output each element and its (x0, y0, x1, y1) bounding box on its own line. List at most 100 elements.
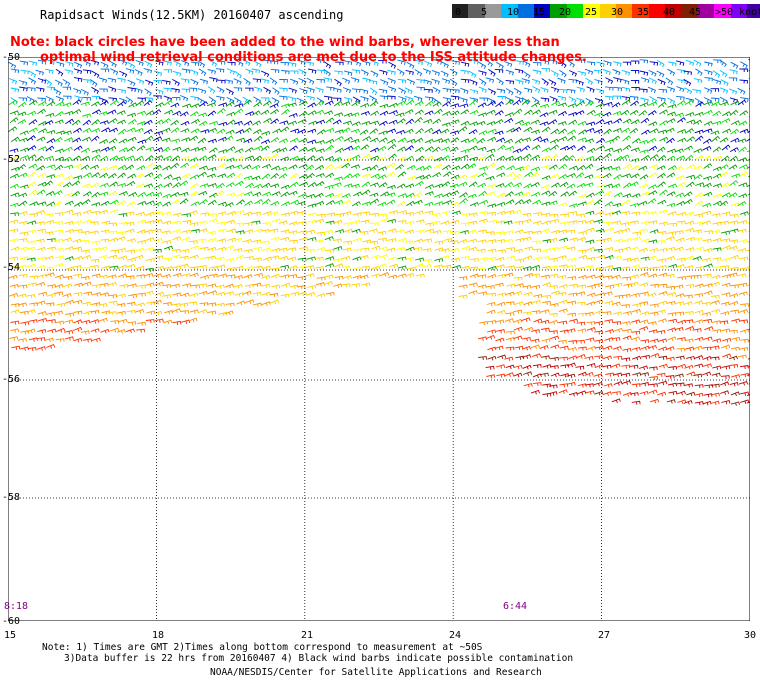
wind-barb (611, 398, 621, 404)
wind-barb (333, 100, 343, 107)
legend-swatch (714, 4, 731, 18)
footnote-line3: NOAA/NESDIS/Center for Satellite Applica… (210, 667, 542, 678)
wind-barb (26, 240, 36, 245)
wind-barb (611, 210, 622, 215)
wind-barb (469, 156, 479, 162)
wind-barb (153, 192, 163, 197)
wind-barb (424, 88, 433, 93)
wind-barb (629, 181, 639, 187)
wind-barb (405, 256, 415, 262)
wind-barb (631, 211, 641, 216)
wind-barb (550, 86, 560, 93)
wind-barb (314, 192, 324, 198)
wind-barb (695, 266, 705, 271)
wind-barb (370, 60, 379, 67)
wind-barb (397, 59, 406, 66)
wind-barb (495, 231, 505, 236)
wind-barb (665, 346, 675, 351)
wind-barb (494, 110, 504, 116)
wind-barb (513, 108, 523, 115)
wind-barb (18, 137, 28, 143)
wind-barb (180, 78, 190, 84)
wind-barb (666, 301, 676, 306)
wind-barb (290, 128, 300, 134)
wind-barb (657, 97, 666, 102)
wind-barb (495, 319, 505, 324)
wind-barb (350, 164, 361, 169)
wind-barb (209, 77, 218, 83)
wind-barb (36, 346, 46, 351)
wind-barb (668, 365, 678, 370)
wind-barb (270, 236, 280, 242)
wind-barb (701, 301, 711, 306)
wind-barb (477, 284, 487, 289)
wind-barb (476, 137, 486, 144)
wind-barb (118, 212, 128, 217)
wind-barb (407, 175, 417, 181)
wind-barb (638, 165, 648, 171)
wind-barb (125, 68, 135, 74)
wind-barb (656, 165, 666, 171)
wind-barb (703, 290, 713, 296)
wind-barb (621, 321, 631, 326)
wind-barb (333, 246, 343, 251)
wind-barb (162, 155, 173, 161)
wind-barb (639, 326, 649, 331)
wind-barb (99, 182, 109, 188)
wind-barb (316, 79, 325, 83)
wind-barb (719, 137, 729, 143)
wind-barb (505, 69, 514, 76)
wind-barb (630, 173, 640, 179)
wind-barb (460, 222, 470, 227)
wind-barb (242, 59, 251, 66)
wind-barb (683, 400, 693, 405)
wind-barb (640, 117, 650, 124)
wind-barb (549, 257, 558, 262)
wind-barb (539, 138, 549, 143)
wind-barb (730, 391, 740, 397)
wind-barb (72, 212, 82, 217)
wind-barb (703, 100, 713, 106)
wind-barb (19, 184, 29, 190)
wind-barb (56, 130, 66, 135)
wind-barb (170, 191, 180, 197)
wind-barb (676, 337, 686, 342)
wind-barb (82, 96, 91, 101)
wind-barb (36, 189, 46, 195)
wind-barb (497, 96, 506, 100)
wind-barb (594, 97, 604, 104)
wind-barb (603, 120, 613, 126)
wind-barb (721, 118, 731, 124)
wind-barb (280, 229, 290, 234)
wind-barb (234, 265, 244, 271)
wind-barb (722, 245, 732, 250)
wind-barb (99, 172, 109, 179)
wind-barb (432, 146, 441, 153)
wind-barb (190, 147, 200, 152)
wind-barb (648, 77, 657, 85)
wind-barb (677, 137, 687, 143)
wind-barb (153, 310, 163, 316)
wind-barb (604, 201, 614, 207)
wind-barb (641, 354, 651, 360)
wind-barb (55, 111, 64, 117)
wind-barb (478, 291, 488, 296)
wind-barb (217, 246, 227, 252)
wind-barb (541, 248, 551, 253)
wind-barb (647, 292, 657, 298)
wind-barb (388, 153, 397, 160)
wind-barb (125, 155, 135, 161)
wind-barb (397, 237, 408, 243)
wind-barb (145, 211, 155, 217)
wind-barb (566, 88, 576, 94)
wind-barb (675, 175, 685, 180)
wind-barb (521, 121, 531, 127)
wind-barb (649, 303, 659, 308)
wind-barb (154, 255, 164, 260)
wind-barb (523, 183, 533, 189)
wind-barb (712, 338, 722, 343)
wind-barb (730, 120, 740, 126)
wind-barb (710, 383, 720, 388)
wind-barb (351, 219, 361, 225)
wind-barb (567, 264, 577, 269)
